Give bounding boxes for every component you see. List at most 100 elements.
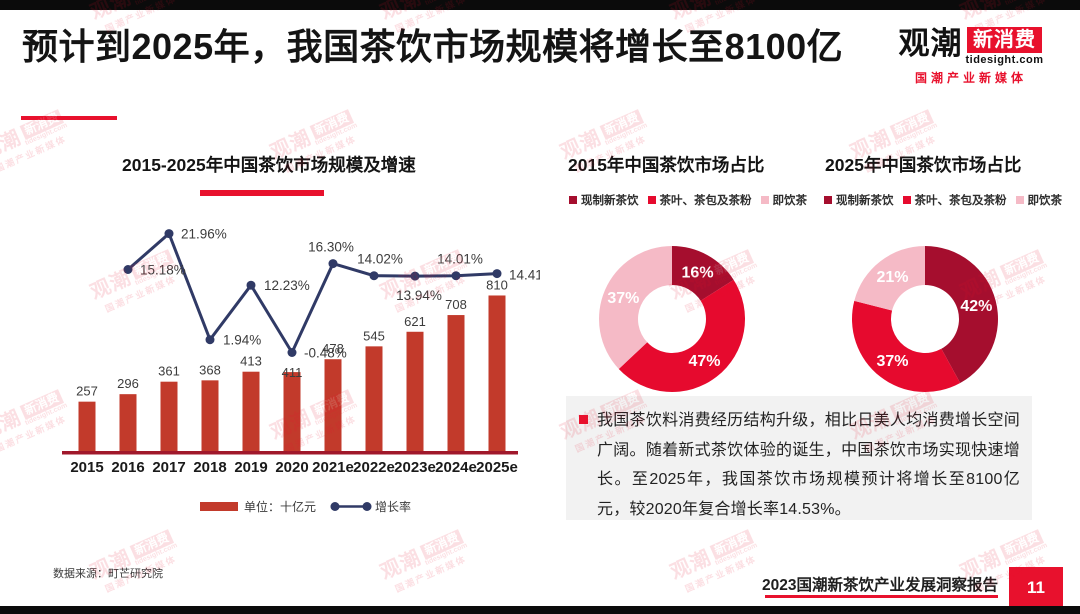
watermark-box: 新消费 — [599, 109, 645, 140]
bar-2019 — [242, 371, 260, 451]
growth-point-2023e — [410, 271, 420, 281]
x-tick-2015: 2015 — [70, 459, 103, 476]
watermark-url: tidesight.com — [1004, 542, 1049, 567]
growth-rate-label: 21.96% — [181, 227, 227, 242]
slice-现制新茶饮 — [925, 246, 998, 383]
logo-tagline: 国潮产业新媒体 — [914, 71, 1027, 85]
growth-point-2019 — [246, 280, 256, 290]
legend-swatch-icon — [824, 196, 832, 204]
logo-col: 新消费 tidesight.com — [965, 27, 1043, 66]
watermark-url: tidesight.com — [1004, 262, 1049, 287]
top-bar — [0, 0, 1080, 10]
legend-item: 茶叶、茶包及茶粉 — [647, 192, 752, 208]
legend-item: 即饮茶 — [1015, 192, 1063, 208]
watermark-text: 观潮 — [0, 406, 25, 444]
legend-item: 现制新茶饮 — [824, 192, 894, 208]
watermark-box: 新消费 — [309, 109, 355, 140]
legend-swatch-icon — [1015, 196, 1024, 204]
logo-url: tidesight.com — [965, 54, 1044, 66]
legend-label: 茶叶、茶包及茶粉 — [659, 195, 752, 207]
growth-rate-label: 14.02% — [357, 252, 403, 267]
growth-point-2022e — [369, 271, 379, 281]
slice-label: 16% — [682, 265, 714, 282]
watermark-url: tidesight.com — [134, 542, 179, 567]
watermark-url: tidesight.com — [714, 542, 759, 567]
bar-value-label: 810 — [486, 277, 508, 292]
x-axis-line — [62, 451, 518, 455]
donut-2015-legend: 现制新茶饮 茶叶、茶包及茶粉 即饮茶 — [569, 192, 807, 208]
logo-text-guanchao: 观潮 — [898, 26, 963, 61]
watermark-box: 新消费 — [999, 529, 1045, 560]
legend-label: 茶叶、茶包及茶粉 — [914, 195, 1007, 207]
slice-茶叶、茶包及茶粉 — [618, 279, 746, 393]
brand-logo: 观潮 新消费 tidesight.com 国潮产业新媒体 — [893, 27, 1049, 86]
growth-rate-label: 15.18% — [140, 263, 186, 278]
x-tick-2018: 2018 — [193, 459, 226, 476]
growth-rate-label: 16.30% — [308, 240, 354, 255]
watermark-box: 新消费 — [419, 529, 465, 560]
bar-2021e — [324, 359, 342, 451]
legend-bar-swatch — [200, 502, 238, 511]
x-tick-2017: 2017 — [152, 459, 185, 476]
growth-point-2017 — [164, 229, 174, 239]
x-tick-2022e: 2022e — [353, 459, 395, 476]
watermark-box: 新消费 — [129, 529, 175, 560]
title-accent-bar — [21, 116, 117, 120]
watermark-tagline: 国潮产业新媒体 — [393, 553, 469, 595]
slice-label: 21% — [877, 269, 909, 286]
legend-label: 现制新茶饮 — [836, 195, 894, 207]
bar-value-label: 361 — [158, 364, 180, 379]
x-tick-2019: 2019 — [234, 459, 267, 476]
growth-point-2020 — [287, 348, 297, 357]
slice-现制新茶饮 — [672, 246, 734, 301]
growth-rate-label: 14.01% — [437, 252, 483, 267]
watermark-text: 观潮 — [0, 126, 25, 164]
growth-point-2016 — [123, 265, 133, 274]
watermark-url: tidesight.com — [424, 542, 469, 567]
donut-2015-title: 2015年中国茶饮市场占比 — [568, 155, 765, 175]
growth-rate-label: 13.94% — [396, 288, 442, 303]
bar-value-label: 368 — [199, 362, 221, 377]
watermark-tagline: 国潮产业新媒体 — [0, 133, 69, 175]
growth-point-2025e — [492, 269, 502, 279]
page-title: 预计到2025年，我国茶饮市场规模将增长至8100亿 — [22, 26, 844, 67]
watermark-url: tidesight.com — [24, 122, 69, 147]
page-number-badge: 11 — [1009, 567, 1063, 609]
growth-point-2018 — [205, 335, 215, 345]
legend-bar-label: 单位：十亿元 — [244, 499, 316, 514]
bar-value-label: 621 — [404, 314, 426, 329]
bar-value-label: 296 — [117, 376, 139, 391]
legend-line-dot — [362, 502, 372, 511]
watermark-url: tidesight.com — [604, 122, 649, 147]
trend-chart-title: 2015-2025年中国茶饮市场规模及增速 — [122, 155, 416, 175]
bar-line-chart: 257 296 361 368 413 411 478 545 621 708 810 2015 201… — [62, 227, 540, 514]
legend-label: 即饮茶 — [1027, 195, 1063, 207]
watermark-url: tidesight.com — [894, 122, 939, 147]
bar-2020 — [283, 372, 301, 451]
donut-2025-title: 2025年中国茶饮市场占比 — [825, 155, 1022, 175]
trend-chart-accent-bar — [200, 190, 324, 196]
watermark-url: tidesight.com — [314, 122, 359, 147]
slice-茶叶、茶包及茶粉 — [852, 300, 961, 392]
report-title-underline — [765, 595, 998, 598]
bar-value-label: 411 — [282, 365, 303, 380]
watermark-box: 新消费 — [19, 109, 65, 140]
x-tick-2025e: 2025e — [476, 459, 518, 476]
donut-2025-legend: 现制新茶饮 茶叶、茶包及茶粉 即饮茶 — [824, 192, 1062, 208]
slice-label: 37% — [877, 353, 909, 370]
bar-value-label: 257 — [76, 384, 98, 399]
donut-chart-2025: 42% 37% 21% — [852, 246, 998, 392]
logo-row: 观潮 新消费 tidesight.com — [893, 26, 1049, 67]
x-tick-2021e: 2021e — [312, 459, 354, 476]
slice-即饮茶 — [854, 246, 925, 311]
donut-chart-2015: 16% 47% 37% — [599, 246, 746, 393]
slice-label: 37% — [607, 290, 639, 307]
bullet-square-icon — [579, 415, 588, 424]
bar-2024e — [447, 315, 465, 451]
watermark-box: 新消费 — [709, 529, 755, 560]
legend-swatch-icon — [569, 196, 577, 204]
logo-box-xinxiaofei: 新消费 — [966, 27, 1042, 53]
